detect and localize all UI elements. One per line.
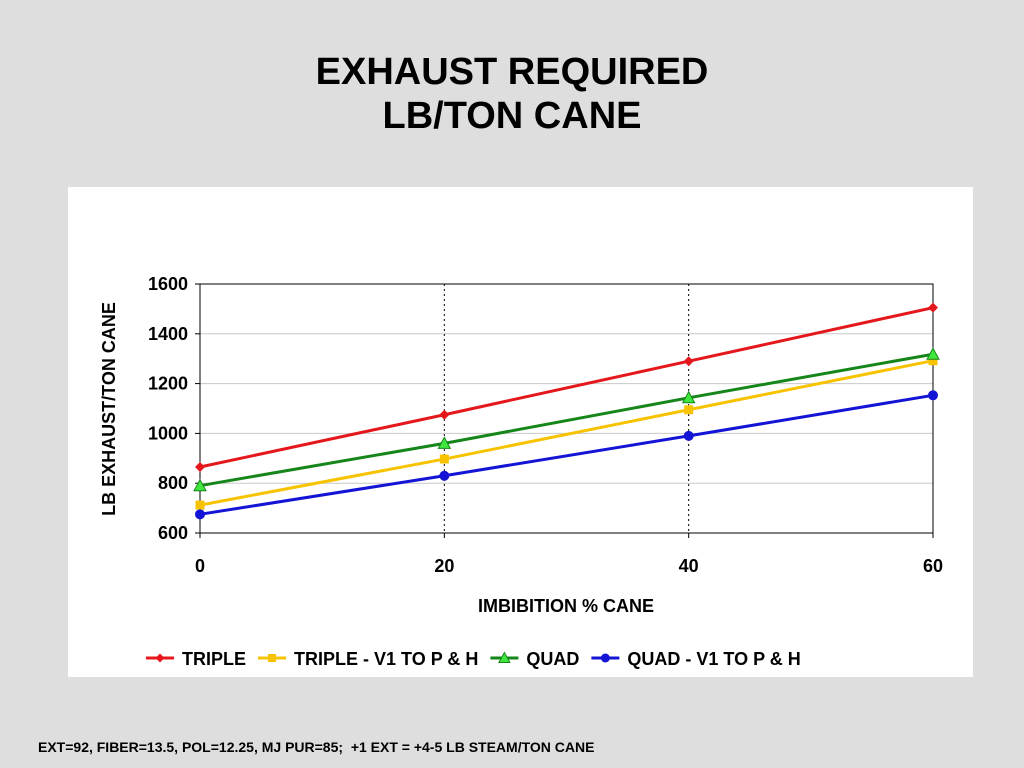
series-line-triple-v1-to-p-h	[199, 359, 934, 507]
x-axis-title: IMBIBITION % CANE	[478, 596, 654, 616]
x-tick-label: 0	[195, 556, 205, 576]
data-point-quad	[926, 347, 940, 360]
y-tick-label: 1000	[148, 423, 188, 443]
data-point-quad	[193, 478, 207, 492]
data-point-quad-v1-to-p-h	[195, 509, 205, 520]
data-point-quad-v1-to-p-h	[683, 430, 694, 441]
data-point-triple	[195, 462, 205, 473]
legend-swatch-marker	[600, 653, 610, 663]
legend-label: QUAD	[526, 649, 579, 669]
legend-item-quad-v1-to-p-h: QUAD - V1 TO P & H	[591, 649, 801, 669]
ticks-layer: 600 800 1000 1200 1400 1600 0 20 40 60	[148, 274, 943, 576]
chart-legend: TRIPLE TRIPLE - V1 TO P & H QUAD QUAD - V1 …	[146, 649, 801, 669]
series-triple-v1-to-p-h	[195, 356, 938, 510]
y-axis-title: LB EXHAUST/TON CANE	[99, 302, 119, 516]
series-quad-v1-to-p-h	[195, 390, 938, 520]
slide-title-line2: LB/TON CANE	[382, 95, 642, 137]
data-point-triple-v1-to-p-h	[928, 356, 938, 366]
y-tick-label: 800	[158, 473, 188, 493]
legend-swatch-marker	[498, 651, 511, 663]
data-point-triple	[683, 356, 694, 367]
x-tick-label: 60	[923, 556, 943, 576]
x-tick-label: 40	[679, 556, 699, 576]
legend-swatch-marker	[155, 653, 165, 663]
legend-label: TRIPLE	[182, 649, 246, 669]
data-point-triple-v1-to-p-h	[439, 454, 449, 464]
series-quad	[193, 347, 940, 492]
series-triple	[195, 302, 938, 473]
slide-title: EXHAUST REQUIRED LB/TON CANE	[0, 50, 1024, 138]
plot-area-border	[199, 283, 934, 534]
data-point-triple-v1-to-p-h	[684, 405, 694, 415]
chart-panel: 600 800 1000 1200 1400 1600 0 20 40 60 IMBIBITION…	[68, 187, 973, 677]
slide-title-line1: EXHAUST REQUIRED	[315, 51, 709, 93]
data-point-quad	[681, 390, 696, 404]
series-line-triple	[199, 306, 934, 469]
data-point-triple	[439, 409, 450, 420]
line-chart: 600 800 1000 1200 1400 1600 0 20 40 60 IMBIBITION…	[99, 274, 943, 669]
y-tick-label: 1400	[148, 324, 188, 344]
y-tick-label: 1600	[148, 274, 188, 294]
x-tick-label: 20	[434, 556, 454, 576]
y-tick-label: 1200	[148, 374, 188, 394]
legend-swatch-marker	[268, 654, 277, 662]
data-point-triple-v1-to-p-h	[195, 500, 205, 510]
y-tick-label: 600	[158, 523, 188, 543]
data-point-quad-v1-to-p-h	[928, 390, 938, 401]
legend-label: TRIPLE - V1 TO P & H	[294, 649, 478, 669]
axes-layer	[195, 283, 934, 538]
legend-item-quad: QUAD	[490, 649, 579, 669]
legend-item-triple: TRIPLE	[146, 649, 246, 669]
series-line-quad	[199, 352, 934, 488]
legend-item-triple-v1-to-p-h: TRIPLE - V1 TO P & H	[258, 649, 478, 669]
data-point-quad-v1-to-p-h	[439, 470, 450, 481]
series-layer	[193, 302, 940, 520]
legend-label: QUAD - V1 TO P & H	[627, 649, 800, 669]
data-point-triple	[928, 302, 938, 313]
data-point-quad	[437, 436, 452, 449]
series-line-quad-v1-to-p-h	[199, 393, 934, 516]
footnote: EXT=92, FIBER=13.5, POL=12.25, MJ PUR=85…	[38, 739, 595, 755]
